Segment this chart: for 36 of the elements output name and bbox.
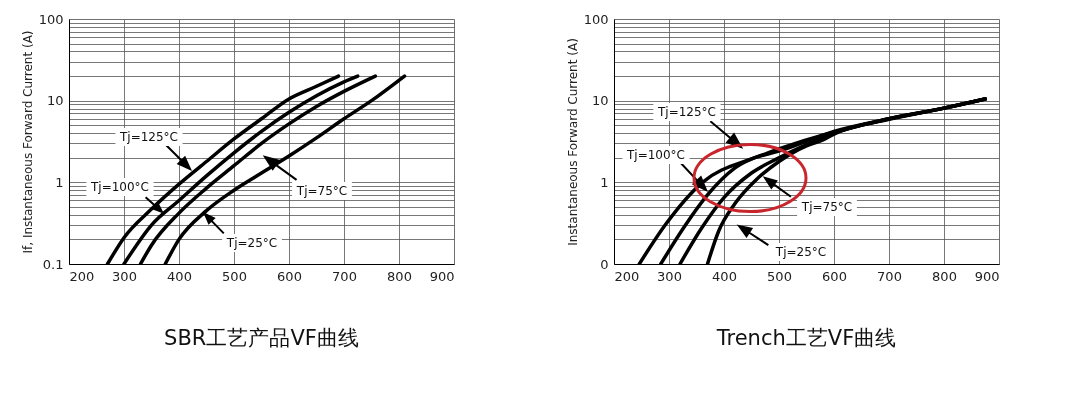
y-axis-title: Instantaneous Forward Current (A) bbox=[565, 38, 580, 246]
x-tick-label: 200 bbox=[69, 268, 95, 284]
y-tick-label: 0 bbox=[600, 256, 609, 272]
y-tick-label: 0.1 bbox=[42, 256, 64, 272]
annotation: Tj=25°C bbox=[774, 245, 827, 259]
x-tick-label: 700 bbox=[877, 268, 902, 284]
annotation: Tj=100°C bbox=[625, 148, 686, 162]
x-tick-label: 200 bbox=[614, 268, 640, 284]
y-tick-label: 100 bbox=[583, 11, 609, 27]
x-tick-label: 600 bbox=[822, 268, 847, 284]
x-tick-label: 500 bbox=[767, 268, 792, 284]
x-tick-label: 300 bbox=[657, 268, 682, 284]
annotation: Tj=75°C bbox=[800, 200, 853, 214]
x-tick-label: 300 bbox=[112, 268, 137, 284]
x-tick-label: 900 bbox=[429, 268, 455, 284]
x-tick-label: 800 bbox=[932, 268, 957, 284]
annotation: Tj=125°C bbox=[656, 105, 717, 119]
annotation: Tj=125°C bbox=[118, 130, 179, 144]
y-tick-label: 1 bbox=[600, 174, 609, 190]
x-tick-label: 700 bbox=[332, 268, 357, 284]
x-tick-label: 500 bbox=[222, 268, 247, 284]
y-tick-label: 10 bbox=[46, 93, 64, 109]
text: Trench工艺VF曲线 bbox=[715, 326, 897, 350]
x-tick-label: 400 bbox=[712, 268, 737, 284]
annotation: Tj=75°C bbox=[295, 184, 348, 198]
x-tick-label: 600 bbox=[277, 268, 302, 284]
y-tick-label: 1 bbox=[55, 174, 64, 190]
x-tick-label: 900 bbox=[974, 268, 1000, 284]
annotation: Tj=100°C bbox=[89, 180, 150, 194]
text: SBR工艺产品VF曲线 bbox=[164, 326, 359, 350]
x-tick-label: 400 bbox=[167, 268, 192, 284]
annotation: Tj=25°C bbox=[225, 236, 278, 250]
y-tick-label: 100 bbox=[38, 11, 64, 27]
y-tick-label: 10 bbox=[591, 93, 609, 109]
y-axis-title: If, Instantaneous Forward Current (A) bbox=[20, 30, 35, 254]
x-tick-label: 800 bbox=[387, 268, 412, 284]
